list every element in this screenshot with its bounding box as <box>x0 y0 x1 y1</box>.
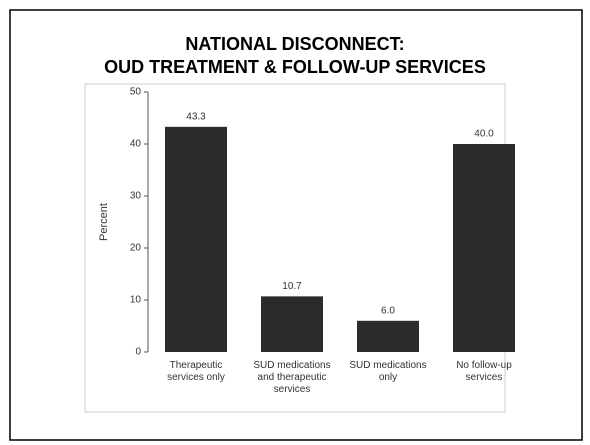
bar <box>357 320 419 352</box>
x-tick-label: SUD medications only <box>349 360 427 383</box>
y-tick-label: 30 <box>130 191 142 202</box>
y-tick-label: 20 <box>130 243 142 254</box>
x-tick-label: Therapeutic services only <box>167 360 225 383</box>
x-tick-label: SUD medications and therapeutic services <box>253 360 331 395</box>
slide-border <box>9 9 583 441</box>
bar <box>453 144 515 352</box>
value-label: 43.3 <box>186 111 206 122</box>
bar <box>261 296 323 352</box>
x-tick-label: No follow-up services <box>456 360 512 383</box>
y-tick-label: 0 <box>135 347 141 358</box>
value-label: 10.7 <box>282 281 302 292</box>
y-tick-label: 40 <box>130 139 142 150</box>
value-label: 6.0 <box>381 305 395 316</box>
bar <box>165 126 227 352</box>
title-line: NATIONAL DISCONNECT: <box>185 34 404 54</box>
y-tick-label: 50 <box>130 87 142 98</box>
y-axis-label: Percent <box>98 203 110 241</box>
value-label: 40.0 <box>474 129 494 140</box>
title-line: OUD TREATMENT & FOLLOW-UP SERVICES <box>104 57 486 77</box>
y-tick-label: 10 <box>130 295 142 306</box>
